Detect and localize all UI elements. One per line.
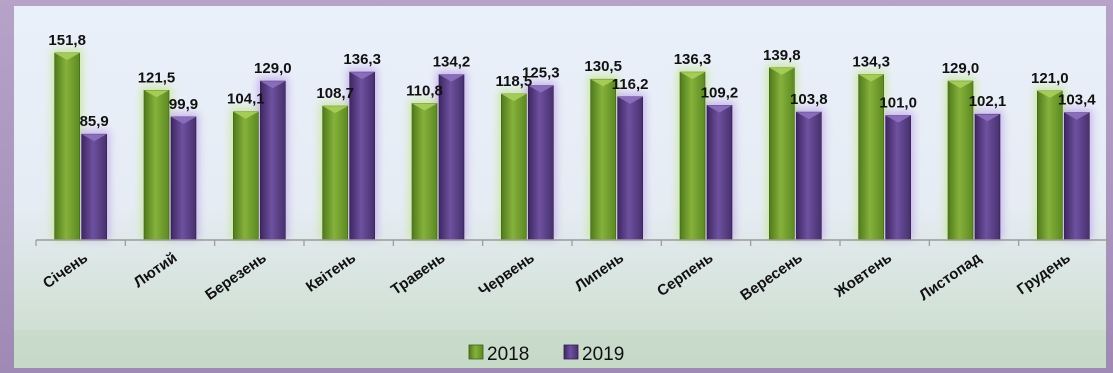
data-label-2018: 121,0 xyxy=(1031,70,1069,87)
bar-2018 xyxy=(769,67,795,241)
bar-2019 xyxy=(617,96,643,241)
bar-cap-2018 xyxy=(54,52,80,60)
bar-cap-2018 xyxy=(233,111,259,119)
bar-cap-2019 xyxy=(171,116,196,124)
data-label-2019: 109,2 xyxy=(701,84,739,101)
bar-2018 xyxy=(143,90,170,241)
bar-2019 xyxy=(81,133,107,241)
x-axis-ticks xyxy=(35,240,1109,246)
data-label-2018: 136,3 xyxy=(674,51,712,68)
bar-cap-2019 xyxy=(617,96,643,104)
legend-band xyxy=(14,330,1106,368)
bar-cap-2018 xyxy=(680,72,705,80)
bar-2019 xyxy=(1064,112,1090,241)
data-label-2018: 108,7 xyxy=(316,85,354,102)
bar-cap-2018 xyxy=(412,103,437,111)
bar-2019 xyxy=(796,111,822,241)
bar-cap-2019 xyxy=(796,112,822,120)
bar-2018 xyxy=(54,52,80,241)
data-label-2018: 118,5 xyxy=(495,73,532,90)
bar-2018 xyxy=(501,93,527,241)
bar-cap-2018 xyxy=(948,81,973,89)
bar-2018 xyxy=(1037,90,1063,241)
bar-cap-2018 xyxy=(590,79,616,87)
data-label-2018: 121,5 xyxy=(138,69,176,86)
data-label-2019: 134,2 xyxy=(433,54,471,71)
data-label-2019: 85,9 xyxy=(80,113,109,130)
data-label-2018: 104,1 xyxy=(227,91,265,108)
legend-swatch-2018 xyxy=(468,344,484,360)
data-label-2019: 103,4 xyxy=(1058,92,1096,109)
data-label-2019: 125,3 xyxy=(522,65,560,82)
bar-cap-2019 xyxy=(528,85,554,93)
bar-cap-2018 xyxy=(858,74,884,82)
bar-cap-2018 xyxy=(322,106,348,114)
legend-swatch-2019 xyxy=(563,344,579,360)
data-label-2019: 116,2 xyxy=(612,76,649,93)
bar-2019 xyxy=(885,115,911,241)
bar-cap-2019 xyxy=(707,105,732,113)
data-label-2018: 151,8 xyxy=(48,32,86,49)
bar-2019 xyxy=(438,74,465,241)
data-label-2019: 103,8 xyxy=(790,91,828,108)
bar-cap-2019 xyxy=(81,134,107,142)
data-labels: 151,8 85,9 121,5 99,9 104,1 129,0 108,7 136,3 11… xyxy=(48,32,1096,130)
data-label-2018: 129,0 xyxy=(942,60,980,77)
data-label-2019: 136,3 xyxy=(343,51,381,68)
data-label-2019: 102,1 xyxy=(969,93,1007,110)
bar-cap-2018 xyxy=(769,67,795,75)
bar-2018 xyxy=(679,71,706,241)
bar-2019 xyxy=(974,113,1001,241)
data-label-2019: 101,0 xyxy=(879,95,917,112)
legend-label-2019: 2019 xyxy=(582,344,624,365)
bar-2018 xyxy=(411,103,438,241)
legend: 2018 2019 xyxy=(468,344,624,365)
data-label-2019: 99,9 xyxy=(169,96,198,113)
bar-2018 xyxy=(590,78,616,241)
bar-cap-2019 xyxy=(1064,112,1090,120)
bar-cap-2018 xyxy=(1037,90,1063,98)
bar-cap-2018 xyxy=(501,94,527,102)
data-label-2018: 110,8 xyxy=(406,82,443,99)
data-label-2018: 139,8 xyxy=(763,47,801,64)
bars-layer xyxy=(54,52,1090,241)
bar-cap-2019 xyxy=(885,115,911,123)
bar-2019 xyxy=(706,105,733,241)
legend-label-2018: 2018 xyxy=(487,344,529,365)
bar-2018 xyxy=(233,111,259,241)
bar-cap-2019 xyxy=(439,74,464,82)
data-label-2018: 134,3 xyxy=(852,54,890,71)
bar-cap-2019 xyxy=(349,72,375,80)
bar-2019 xyxy=(528,85,554,241)
bar-2019 xyxy=(170,116,197,241)
data-label-2018: 130,5 xyxy=(584,58,622,75)
bar-cap-2018 xyxy=(144,90,169,98)
data-label-2019: 129,0 xyxy=(254,60,292,77)
bar-cap-2019 xyxy=(260,81,286,89)
bar-cap-2019 xyxy=(975,114,1000,122)
bar-2018 xyxy=(322,105,348,241)
